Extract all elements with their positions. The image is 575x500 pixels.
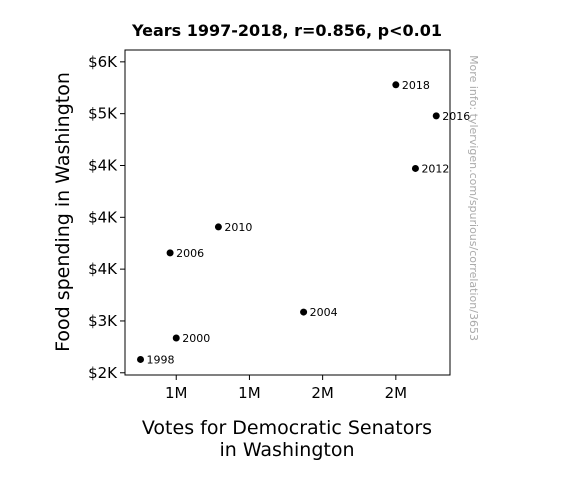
x-axis-label-line-2: in Washington: [219, 439, 354, 461]
data-point: [137, 355, 145, 363]
data-point-label: 2006: [176, 247, 204, 260]
x-tick-label: 2M: [385, 384, 408, 402]
x-tick-label: 2M: [311, 384, 334, 402]
data-point-label: 2000: [182, 332, 210, 345]
y-tick-label: $4K: [88, 208, 118, 226]
data-point: [172, 334, 180, 342]
y-tick-label: $5K: [88, 105, 118, 123]
data-point-label: 2012: [421, 162, 449, 175]
y-tick-label: $4K: [88, 156, 118, 174]
x-tick-label: 1M: [165, 384, 188, 402]
data-point: [411, 164, 419, 172]
data-point: [300, 308, 308, 316]
y-tick-label: $4K: [88, 260, 118, 278]
y-tick-label: $2K: [88, 364, 118, 382]
x-axis: 1M 1M 2M 2M: [165, 375, 407, 402]
data-point-label: 2004: [310, 306, 338, 319]
y-tick-label: $6K: [88, 53, 118, 71]
plot-area-frame: [124, 49, 451, 376]
data-point: [214, 223, 222, 231]
y-tick-label: $3K: [88, 312, 118, 330]
x-axis-label-line-1: Votes for Democratic Senators: [142, 417, 432, 439]
x-tick-label: 1M: [238, 384, 261, 402]
y-axis: $2K $3K $4K $4K $4K $5K $6K: [88, 53, 125, 382]
data-point: [166, 249, 174, 257]
chart-title: Years 1997-2018, r=0.856, p<0.01: [131, 21, 442, 40]
data-point-label: 2016: [442, 110, 470, 123]
watermark-text: More info: tylervigen.com/spurious/corre…: [467, 55, 480, 341]
data-point-label: 2010: [224, 221, 252, 234]
data-point-label: 1998: [147, 353, 175, 366]
y-axis-label: Food spending in Washington: [52, 72, 74, 352]
data-point: [432, 112, 440, 120]
data-point-label: 2018: [402, 79, 430, 92]
data-points: 1998 2000 2004 2006 2010 2012 2016 2018: [137, 79, 470, 366]
data-point: [392, 81, 400, 89]
